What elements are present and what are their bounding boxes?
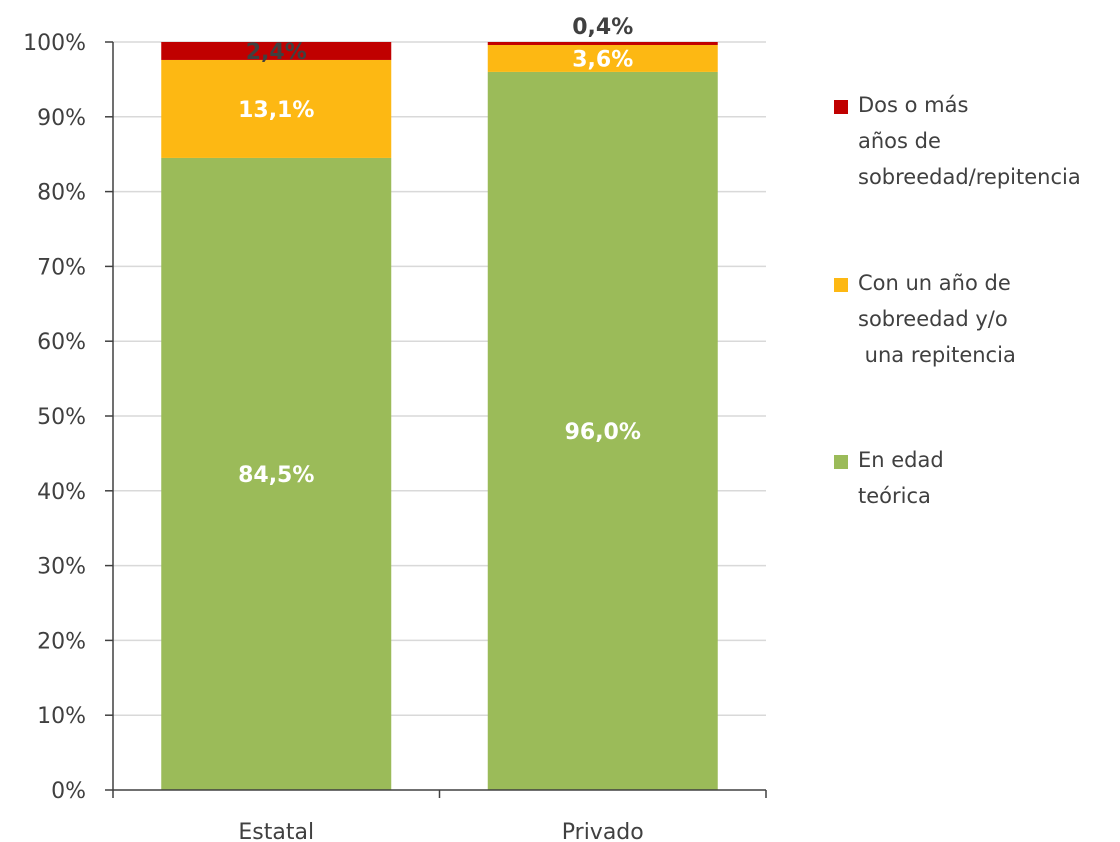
- y-tick-label: 0%: [51, 779, 86, 804]
- legend-label-line: teórica: [858, 484, 931, 508]
- bar-segment: [487, 42, 718, 45]
- legend-label-line: años de: [858, 129, 941, 153]
- bar-segment: [487, 71, 718, 791]
- y-tick-label: 10%: [37, 704, 86, 729]
- bar-segment: [161, 42, 392, 60]
- legend-item: En edad teórica: [834, 448, 944, 514]
- y-tick-label: 30%: [37, 555, 86, 580]
- legend-item: Dos o más años de sobreedad/repitencia: [834, 93, 1081, 195]
- data-label: 84,5%: [238, 463, 314, 488]
- y-tick-label: 70%: [37, 255, 86, 280]
- y-tick-label: 40%: [37, 480, 86, 505]
- y-axis-ticks: 0% 10% 20% 30% 40% 50% 60% 70% 80% 90% 100%: [23, 31, 86, 804]
- x-axis-labels: Estatal Privado: [238, 820, 643, 842]
- legend-label-line: En edad: [858, 448, 944, 472]
- y-tick-label: 90%: [37, 106, 86, 131]
- y-tick-label: 100%: [23, 31, 86, 56]
- data-label: 2,4%: [246, 40, 307, 65]
- bar-segment: [161, 59, 392, 158]
- data-label: 0,4%: [572, 15, 633, 40]
- legend-label-line: Con un año de: [858, 271, 1011, 295]
- legend-label-line: sobreedad/repitencia: [858, 165, 1081, 189]
- data-label: 96,0%: [565, 420, 641, 445]
- y-tick-label: 20%: [37, 629, 86, 654]
- y-tick-label: 80%: [37, 181, 86, 206]
- legend-item: Con un año de sobreedad y/o una repitenci…: [834, 271, 1016, 373]
- data-label: 13,1%: [238, 98, 314, 123]
- legend-label: Con un año de sobreedad y/o una repitenci…: [858, 265, 1016, 373]
- axes: [105, 41, 767, 798]
- bars: [161, 42, 718, 791]
- bar-segment: [161, 157, 392, 790]
- bar-segment: [487, 44, 718, 72]
- legend-swatch: [834, 455, 848, 469]
- data-labels: 84,5% 13,1% 2,4% 96,0% 3,6% 0,4%: [238, 15, 641, 488]
- y-tick-label: 50%: [37, 405, 86, 430]
- y-tick-label: 60%: [37, 330, 86, 355]
- data-label: 3,6%: [572, 47, 633, 72]
- x-category-label: Estatal: [238, 820, 314, 842]
- legend-swatch: [834, 278, 848, 292]
- legend-label-line: Dos o más: [858, 93, 969, 117]
- legend-label-line: una repitencia: [858, 343, 1016, 367]
- legend-swatch: [834, 100, 848, 114]
- legend-label-line: sobreedad y/o: [858, 307, 1008, 331]
- x-category-label: Privado: [562, 820, 644, 842]
- legend-label: Dos o más años de sobreedad/repitencia: [858, 87, 1081, 195]
- legend-label: En edad teórica: [858, 442, 944, 514]
